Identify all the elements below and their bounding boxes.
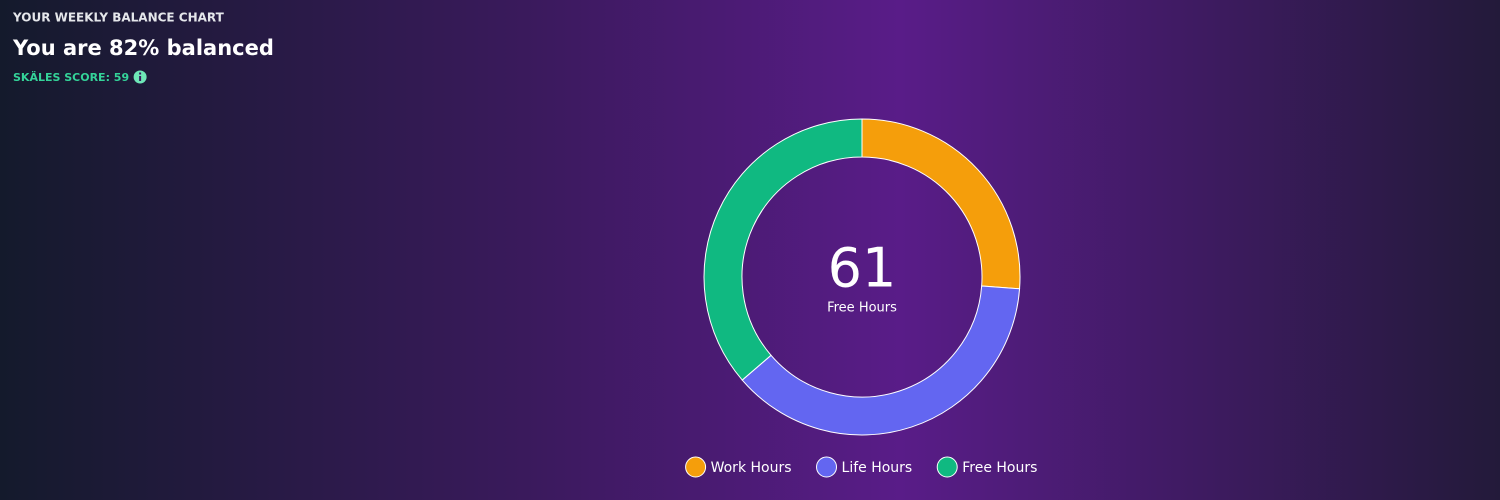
legend-swatch <box>685 456 707 478</box>
legend-item[interactable]: Work Hours <box>685 456 792 478</box>
legend: Work Hours Life Hours Free Hours <box>685 456 1037 478</box>
legend-swatch <box>936 456 958 478</box>
widget-title: YOUR WEEKLY BALANCE CHART <box>12 11 225 25</box>
center-label: Free Hours <box>827 301 897 316</box>
donut-segment[interactable] <box>703 118 863 381</box>
score-label: SKÄLES SCORE: 59 <box>13 70 129 84</box>
headline: You are 82% balanced <box>12 36 274 60</box>
legend-label: Work Hours <box>711 460 792 476</box>
legend-label: Life Hours <box>842 460 913 476</box>
legend-item[interactable]: Life Hours <box>816 456 913 478</box>
legend-label: Free Hours <box>962 460 1037 476</box>
info-icon[interactable] <box>133 70 147 84</box>
legend-swatch <box>816 456 838 478</box>
donut-segment[interactable] <box>741 285 1021 436</box>
legend-item[interactable]: Free Hours <box>936 456 1037 478</box>
center-value: 61 <box>828 237 897 300</box>
donut <box>703 118 1021 436</box>
